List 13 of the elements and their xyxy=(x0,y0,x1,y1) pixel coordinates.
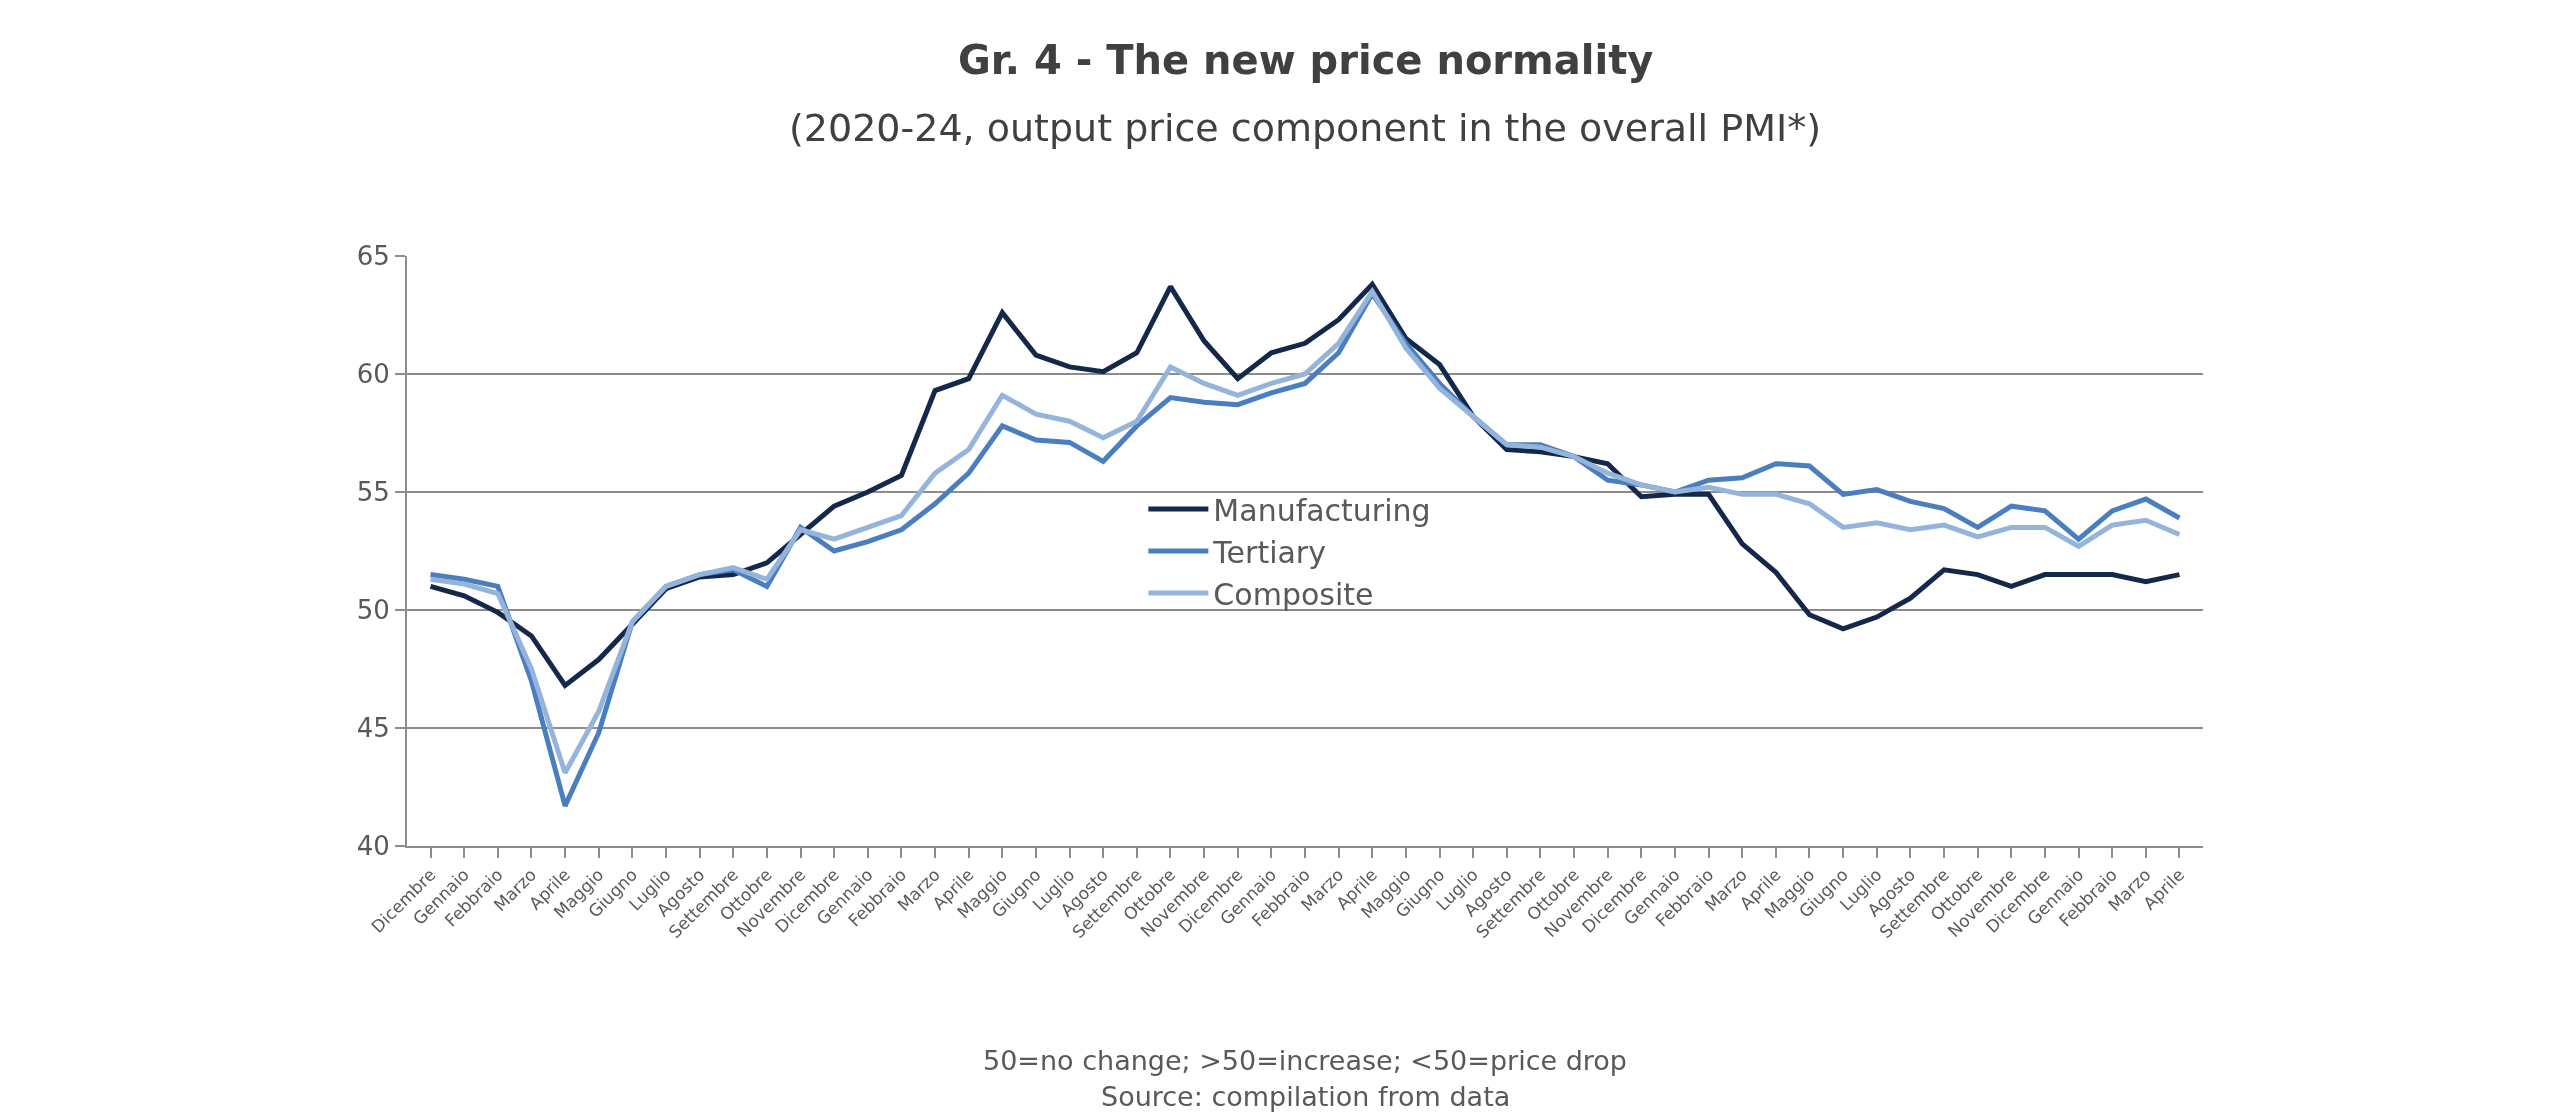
legend-label: Composite xyxy=(1213,576,1374,612)
text: 50=no change; >50=increase; <50=price drop xyxy=(983,1045,1628,1076)
y-tick-label: 65 xyxy=(356,241,390,272)
y-tick-label: 50 xyxy=(356,595,390,626)
legend-label: Manufacturing xyxy=(1213,492,1431,528)
chart-subtitle: (2020-24, output price component in the overall PMI*) xyxy=(789,106,1821,150)
y-tick-label: 60 xyxy=(356,359,390,390)
chart-title: Gr. 4 - The new price normality xyxy=(958,37,1654,83)
y-tick-label: 40 xyxy=(356,831,390,862)
legend-label: Tertiary xyxy=(1212,534,1326,570)
y-tick-label: 45 xyxy=(356,713,390,744)
source-note: Source: compilation from data xyxy=(1101,1081,1511,1112)
y-tick-label: 55 xyxy=(356,477,390,508)
